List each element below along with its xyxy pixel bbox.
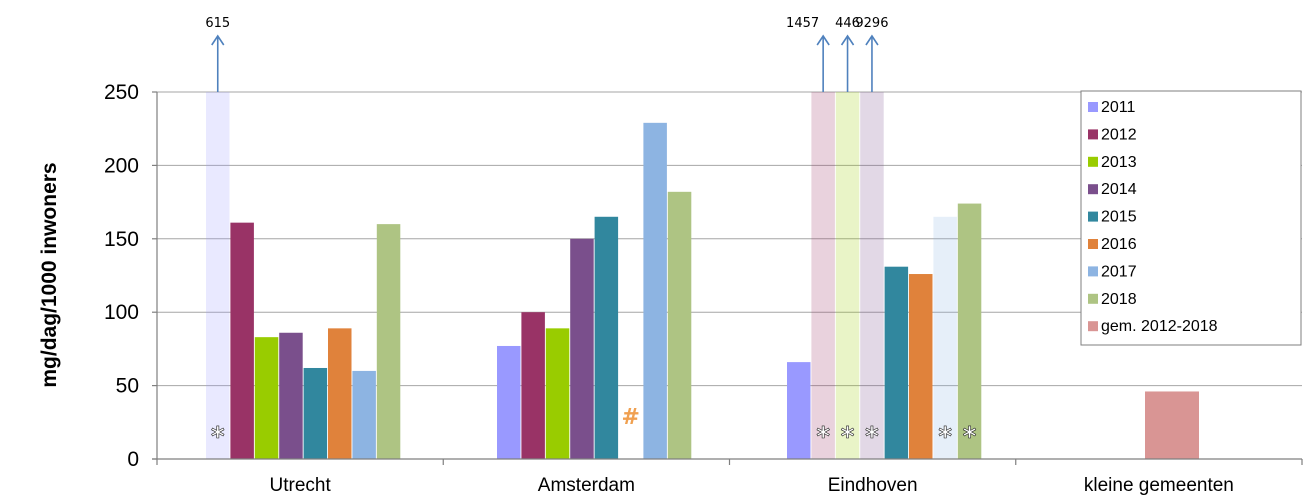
off-scale-arrowhead (211, 34, 225, 46)
bar (303, 367, 328, 459)
asterisk-marker: * (865, 422, 879, 452)
bar (860, 92, 884, 459)
bar (279, 332, 303, 459)
y-tick-label: 0 (127, 448, 139, 471)
bar (497, 345, 521, 459)
legend-swatch (1088, 184, 1098, 195)
legend-entry-label: 2012 (1101, 126, 1137, 143)
legend-swatch (1088, 266, 1098, 277)
asterisk-marker: * (938, 422, 952, 452)
bar (835, 92, 860, 459)
bars (206, 92, 1199, 459)
bar (254, 337, 279, 459)
y-tick-label: 50 (116, 375, 139, 398)
x-category-label: Utrecht (270, 475, 332, 496)
y-tick-label: 100 (104, 301, 139, 324)
bar (594, 216, 619, 459)
bar (909, 274, 933, 459)
legend-swatch (1088, 239, 1098, 249)
bar (570, 238, 594, 459)
y-axis-label: mg/dag/1000 inwoners (38, 162, 61, 387)
asterisk-marker: * (816, 422, 830, 452)
legend: 2011 2012 2013 2014 2015 2016 2017 2018 gem. 201… (1080, 90, 1302, 346)
bar (230, 222, 254, 459)
y-tick-label: 200 (104, 154, 139, 177)
hash-marker: # (622, 405, 640, 430)
x-category-label: Amsterdam (538, 475, 635, 496)
legend-entry-label: 2017 (1101, 263, 1137, 280)
bar (787, 362, 811, 459)
bar (957, 203, 982, 459)
off-scale-arrowhead (816, 34, 830, 46)
legend-swatch (1088, 293, 1098, 304)
bar (884, 266, 909, 459)
legend-entry-label: 2018 (1101, 291, 1137, 308)
legend-entry-label: gem. 2012-2018 (1101, 318, 1218, 335)
y-tick-labels: 0 50 100 150 200 250 (104, 81, 139, 471)
off-scale-value-label: 615 (205, 16, 230, 31)
off-scale-arrowhead (840, 34, 855, 46)
asterisk-marker: * (963, 422, 977, 452)
bar (643, 122, 667, 459)
off-scale-value-label: 1457 (786, 16, 819, 31)
x-category-label: kleine gemeenten (1084, 475, 1234, 496)
y-tick-label: 250 (104, 81, 139, 104)
bar (1145, 391, 1199, 459)
off-scale-value-label: 9296 (855, 16, 888, 31)
bar (521, 312, 545, 459)
legend-entry-label: 2016 (1101, 236, 1137, 253)
legend-swatch (1088, 211, 1098, 222)
legend-swatch (1088, 156, 1098, 167)
bar (376, 224, 401, 459)
x-category-labels: Utrecht Amsterdam Eindhoven kleine gemeente… (270, 475, 1234, 496)
legend-entry-label: 2013 (1101, 154, 1137, 171)
axes (152, 91, 1303, 465)
bar (667, 191, 692, 459)
legend-swatch (1088, 321, 1098, 332)
asterisk-marker: * (211, 422, 225, 452)
bar (352, 370, 376, 459)
asterisk-marker: * (841, 422, 855, 452)
legend-box (1080, 90, 1302, 346)
x-category-label: Eindhoven (828, 475, 918, 496)
y-tick-label: 150 (104, 228, 139, 251)
bar (545, 328, 570, 459)
legend-entry-label: 2014 (1101, 181, 1137, 198)
legend-entry-label: 2015 (1101, 209, 1137, 226)
legend-swatch (1088, 102, 1098, 112)
off-scale-arrowhead (865, 34, 879, 46)
off-scale-value-label: 446 (835, 16, 860, 31)
bar (328, 328, 352, 459)
legend-entry-label: 2011 (1101, 99, 1136, 116)
bar (206, 92, 230, 459)
bar (933, 216, 957, 459)
bar (811, 92, 835, 459)
legend-swatch (1088, 129, 1098, 140)
